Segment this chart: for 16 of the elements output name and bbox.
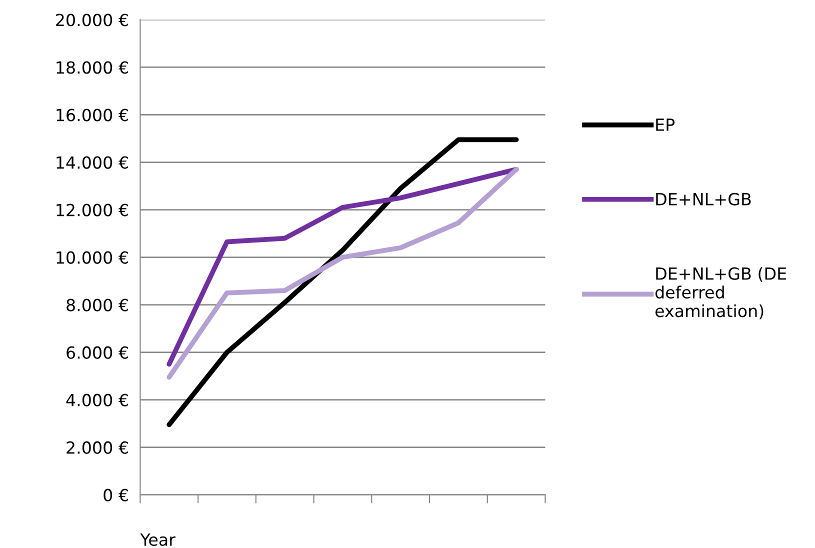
x-axis-title: Year	[140, 534, 176, 546]
legend-label: DE+NL+GB (DE deferred examination)	[655, 267, 786, 320]
y-tick-label: 14.000 €	[56, 156, 128, 169]
legend-label: EP	[656, 118, 675, 131]
y-tick-label: 20.000 €	[56, 14, 128, 26]
y-tick-label: 16.000 €	[56, 108, 128, 122]
y-tick-label: 18.000 €	[56, 61, 128, 74]
y-tick-label: 8.000 €	[66, 298, 128, 312]
y-tick-label: 6.000 €	[66, 346, 128, 359]
line-series	[166, 137, 519, 428]
y-tick-label: 10.000 €	[56, 251, 128, 264]
y-tick-label: 2.000 €	[66, 441, 128, 454]
legend-label: DE+NL+GB	[656, 192, 751, 206]
y-tick-label: 4.000 €	[66, 394, 128, 406]
y-tick-label: 0 €	[104, 488, 128, 502]
y-tick-label: 12.000 €	[56, 204, 128, 216]
